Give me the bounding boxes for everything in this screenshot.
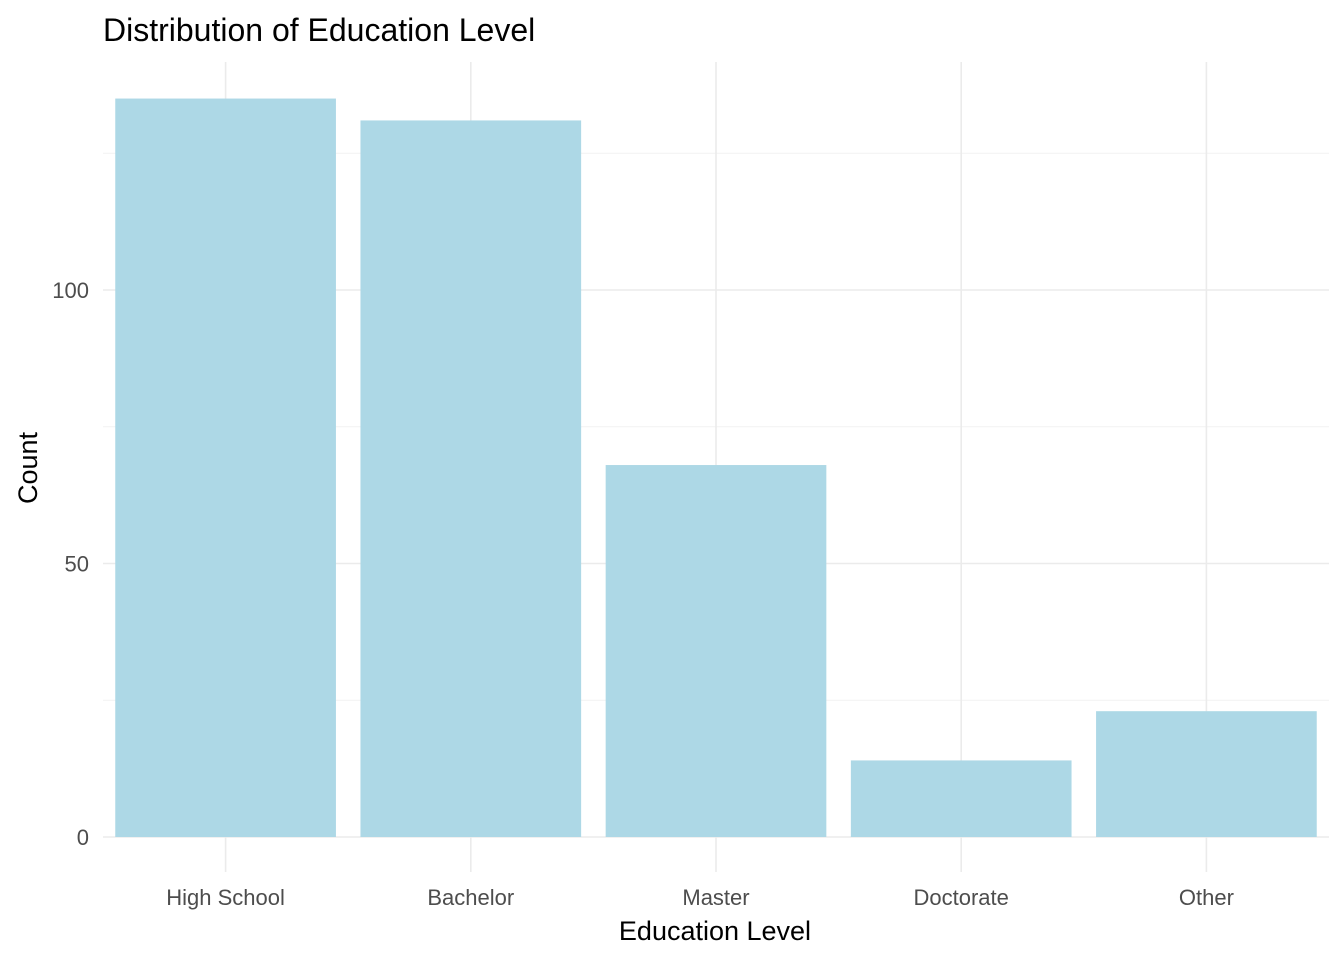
y-axis-title: Count xyxy=(13,431,43,504)
x-tick-label: Master xyxy=(682,885,749,910)
y-tick-label: 0 xyxy=(77,825,89,850)
bar xyxy=(115,98,336,838)
y-tick-label: 100 xyxy=(52,278,89,303)
y-axis-ticks: 0 50 100 xyxy=(52,278,89,850)
bar xyxy=(850,760,1072,837)
bar xyxy=(360,120,582,838)
bar xyxy=(605,465,827,837)
x-tick-label: Bachelor xyxy=(427,885,514,910)
x-axis-title: Education Level xyxy=(619,916,811,946)
x-tick-label: Doctorate xyxy=(914,885,1009,910)
chart-title: Distribution of Education Level xyxy=(103,12,535,48)
bar xyxy=(1096,711,1317,837)
bar-layer xyxy=(115,98,1317,838)
x-tick-label: Other xyxy=(1179,885,1234,910)
x-tick-label: High School xyxy=(166,885,285,910)
y-tick-label: 50 xyxy=(65,552,89,577)
x-axis-ticks: High School Bachelor Master Doctorate Other xyxy=(166,885,1234,910)
